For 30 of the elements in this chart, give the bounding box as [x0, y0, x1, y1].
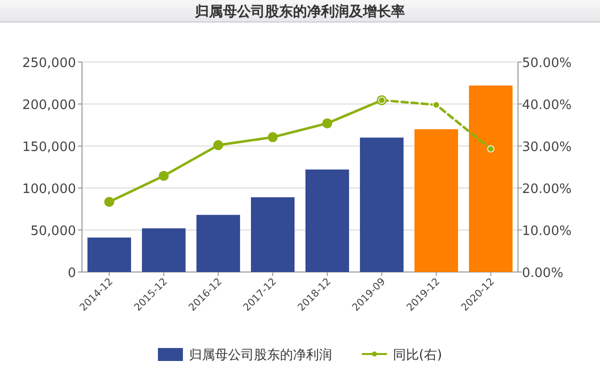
- legend-label: 同比(右): [392, 348, 442, 363]
- y2-tick-label: 20.00%: [522, 182, 572, 197]
- bar: [468, 86, 513, 272]
- bar: [414, 129, 458, 272]
- y-tick-label: 150,000: [22, 140, 76, 155]
- bar: [360, 138, 404, 272]
- point: [104, 196, 114, 207]
- point: [158, 170, 169, 181]
- point: [487, 145, 494, 153]
- y-tick-label: 0: [68, 266, 76, 281]
- y2-tick-label: 40.00%: [522, 98, 572, 113]
- bar: [196, 214, 240, 272]
- bar: [142, 228, 186, 272]
- y2-tick-label: 50.00%: [522, 56, 572, 71]
- y2-tick-label: 30.00%: [522, 140, 572, 155]
- y-tick-label: 50,000: [30, 224, 76, 239]
- bar: [305, 170, 350, 272]
- point: [213, 140, 224, 150]
- y-tick-label: 250,000: [22, 56, 76, 71]
- y2-tick-label: 10.00%: [522, 224, 572, 239]
- y-tick-label: 100,000: [22, 182, 76, 197]
- chart-title: 归属母公司股东的净利润及增长率: [194, 3, 405, 20]
- bar: [87, 238, 132, 272]
- point: [268, 132, 278, 142]
- bar: [250, 197, 295, 272]
- y2-tick-label: 0.00%: [522, 266, 564, 281]
- y-tick-label: 200,000: [22, 98, 76, 113]
- point: [322, 118, 332, 128]
- legend-label: 归属母公司股东的净利润: [188, 348, 332, 363]
- point: [432, 101, 440, 108]
